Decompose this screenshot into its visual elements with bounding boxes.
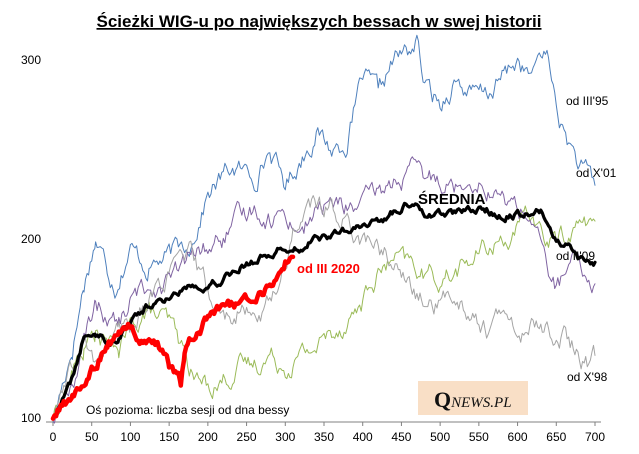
series-line-od-iii-95	[52, 34, 596, 423]
qnews-logo: QNEWS.PL	[418, 381, 528, 415]
x-axis-ticks: 0 50 100 150 200 250 300 350 400 450 500 550 600 650 7…	[50, 430, 606, 444]
label-iii2020: od III 2020	[297, 261, 360, 276]
x-tick-label: 250	[237, 430, 257, 444]
x-tick-label: 700	[585, 430, 605, 444]
x-tick-label: 50	[85, 430, 99, 444]
x-tick-label: 600	[508, 430, 528, 444]
chart-title: Ścieżki WIG-u po największych bessach w …	[97, 12, 542, 31]
x-tick-label: 150	[159, 430, 179, 444]
x-tick-label: 300	[275, 430, 295, 444]
y-tick-label: 200	[21, 232, 41, 246]
series-line-od-x-98	[52, 195, 596, 421]
y-axis-ticks: 100 200 300	[21, 53, 41, 425]
axis-note: Oś pozioma: liczba sesji od dna bessy	[86, 403, 289, 417]
x-tick-label: 450	[391, 430, 411, 444]
label-x01: od X'01	[576, 166, 617, 180]
logo-text: QNEWS.PL	[434, 387, 512, 412]
label-srednia: ŚREDNIA	[418, 190, 486, 208]
x-tick-label: 650	[546, 430, 566, 444]
label-x98: od X'98	[567, 370, 608, 384]
series-line-od-x-01	[52, 205, 596, 422]
series-line-od-iii-2020	[50, 254, 296, 421]
x-tick-label: 550	[469, 430, 489, 444]
y-tick-label: 300	[21, 53, 41, 67]
label-ii09: od II'09	[556, 249, 595, 263]
x-tick-label: 400	[353, 430, 373, 444]
x-tick-label: 350	[314, 430, 334, 444]
label-iii95: od III'95	[566, 94, 609, 108]
x-tick-label: 0	[50, 430, 57, 444]
x-tick-label: 200	[198, 430, 218, 444]
series-layer	[50, 34, 597, 424]
logo-background	[418, 381, 528, 415]
y-tick-label: 100	[21, 411, 41, 425]
x-tick-label: 100	[120, 430, 140, 444]
series-line-s-rednia	[51, 201, 597, 421]
x-tick-label: 500	[430, 430, 450, 444]
x-axis-tickmarks	[52, 422, 596, 426]
